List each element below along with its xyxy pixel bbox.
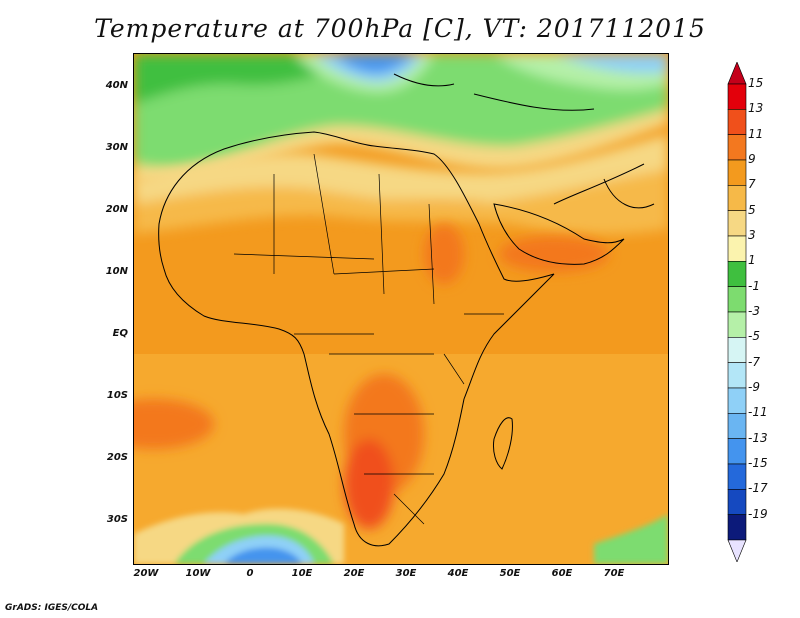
lon-label: 20W [133, 568, 159, 579]
colorbar-label: 13 [748, 101, 764, 116]
colorbar-box [727, 463, 747, 490]
colorbar-box [727, 413, 747, 439]
temperature-map [133, 53, 669, 565]
colorbar-box [727, 387, 747, 414]
lon-label: 10E [291, 568, 313, 579]
lon-label: 60E [551, 568, 573, 579]
map-svg [134, 54, 668, 564]
colorbar-box [727, 134, 747, 161]
lat-label: 30S [106, 514, 128, 525]
colorbar-box [727, 489, 747, 515]
colorbar-box [727, 311, 747, 338]
colorbar-box [727, 83, 747, 110]
colorbar-label: -17 [748, 481, 768, 496]
colorbar-label: 7 [748, 177, 756, 192]
coastlines [158, 73, 655, 547]
colorbar-box [727, 514, 747, 541]
colorbar [727, 62, 747, 562]
colorbar-label: -7 [748, 354, 760, 369]
colorbar-label: -5 [748, 329, 760, 344]
map-title: Temperature at 700hPa [C], VT: 201711201… [94, 14, 706, 43]
south-cold-zone [134, 508, 668, 564]
lon-label: 20E [343, 568, 365, 579]
lon-label: 30E [395, 568, 417, 579]
colorbar-label: 15 [748, 76, 764, 90]
lat-label: 10N [105, 266, 128, 277]
lat-label: 10S [106, 390, 128, 401]
colorbar-bottom-arrow [727, 539, 747, 562]
colorbar-label: -11 [748, 405, 768, 420]
country-borders [233, 153, 504, 525]
colorbar-label: -19 [748, 506, 768, 521]
colorbar-box [727, 261, 747, 287]
lon-label: 50E [499, 568, 521, 579]
lat-label: EQ [112, 328, 128, 339]
colorbar-box [727, 109, 747, 135]
colorbar-box [727, 159, 747, 186]
warm-spots [134, 224, 609, 529]
colorbar-label: 11 [748, 126, 764, 141]
colorbar-label: 3 [748, 228, 756, 242]
colorbar-label: -13 [748, 430, 768, 445]
colorbar-box [727, 438, 747, 465]
colorbar-box [727, 210, 747, 237]
lon-label: 70E [603, 568, 625, 579]
sahara-belt [134, 134, 668, 235]
colorbar-label: 9 [748, 152, 756, 166]
colorbar-box [727, 337, 747, 363]
colorbar-label: -1 [748, 278, 760, 293]
lat-label: 20N [105, 204, 128, 215]
lat-label: 20S [106, 452, 128, 463]
colorbar-label: -9 [748, 380, 760, 394]
colorbar-label: 1 [748, 253, 756, 268]
lon-label: 40E [447, 568, 469, 579]
colorbar-box [727, 362, 747, 389]
credit-text: GrADS: IGES/COLA [5, 603, 99, 613]
colorbar-label: -15 [748, 456, 768, 470]
colorbar-box [727, 286, 747, 313]
colorbar-top-arrow [727, 62, 747, 85]
lon-label: 10W [185, 568, 211, 579]
north-cold-zone [134, 54, 668, 187]
lat-label: 40N [105, 80, 128, 91]
colorbar-box [727, 235, 747, 262]
colorbar-box [727, 185, 747, 211]
lon-label: 0 [246, 568, 254, 579]
lat-label: 30N [105, 142, 128, 153]
colorbar-label: 5 [748, 202, 756, 217]
colorbar-label: -3 [748, 304, 760, 318]
